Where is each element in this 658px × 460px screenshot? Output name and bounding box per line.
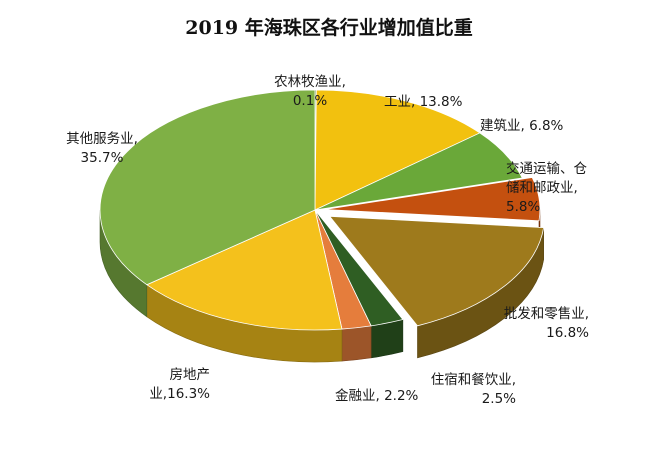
slice-label-line: 交通运输、仓: [506, 161, 587, 177]
slice-label-line: 5.8%: [506, 199, 541, 215]
slice-label-line: 工业, 13.8%: [384, 94, 463, 110]
pie-slice-retail: [328, 215, 545, 327]
slice-label-line: 金融业, 2.2%: [335, 388, 419, 404]
slice-label-line: 批发和零售业,: [503, 306, 589, 322]
pie-slice-industry: [314, 89, 481, 211]
slice-label-line: 建筑业, 6.8%: [480, 118, 564, 134]
slice-label-hotel: 住宿和餐饮业, 2.5%: [412, 371, 516, 409]
slice-label-agri: 农林牧渔业, 0.1%: [270, 73, 350, 111]
pie-top-faces: [99, 89, 545, 331]
slice-label-transport: 交通运输、仓 储和邮政业, 5.8%: [506, 160, 587, 217]
slice-label-line: 农林牧渔业,: [274, 74, 346, 90]
slice-label-line: 其他服务业,: [66, 131, 138, 147]
pie-slice-constr: [314, 132, 523, 211]
slice-label-line: 储和邮政业,: [506, 180, 578, 196]
slice-label-line: 35.7%: [80, 150, 124, 166]
slice-label-line: 房地产: [169, 367, 211, 383]
slice-label-industry: 工业, 13.8%: [384, 93, 462, 112]
slice-label-realty: 房地产业,16.3%: [130, 366, 210, 404]
pie-wall-finance: [341, 325, 372, 362]
slice-label-retail: 批发和零售业, 16.8%: [477, 305, 589, 343]
slice-label-line: 2.5%: [481, 391, 516, 407]
slice-label-line: 业,16.3%: [149, 386, 210, 402]
slice-label-line: 0.1%: [292, 93, 328, 109]
pie-slice-other: [99, 89, 316, 286]
slice-label-other: 其他服务业, 35.7%: [52, 130, 152, 168]
slice-label-line: 16.8%: [546, 325, 589, 341]
slice-label-line: 住宿和餐饮业,: [430, 372, 516, 388]
pie-slice-transport: [324, 177, 541, 222]
pie-slice-realty: [145, 209, 343, 331]
slice-label-constr: 建筑业, 6.8%: [480, 117, 563, 136]
chart-title: 2019 年海珠区各行业增加值比重: [185, 17, 473, 39]
slice-label-finance: 金融业, 2.2%: [335, 387, 418, 406]
